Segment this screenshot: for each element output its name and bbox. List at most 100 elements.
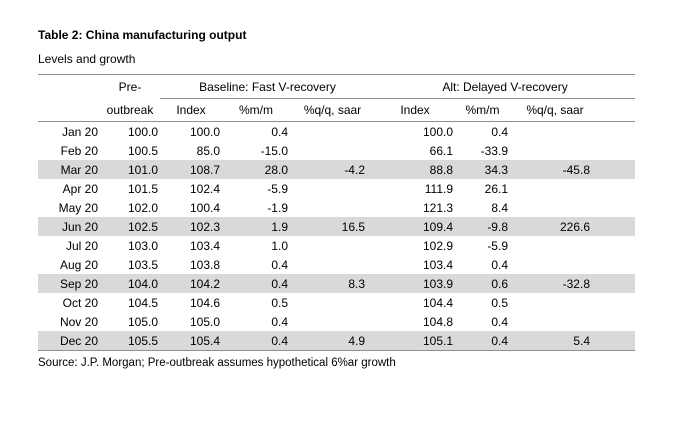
month-cell: Jan 20 <box>61 124 98 139</box>
alt-qq-saar-cell: 226.6 <box>559 219 590 234</box>
baseline-qq-saar-cell: 4.9 <box>348 333 365 348</box>
alt-mm-cell: 34.3 <box>484 162 508 177</box>
pre-outbreak-cell: 101.5 <box>127 181 158 196</box>
baseline-mm-cell: -5.9 <box>267 181 288 196</box>
table-row: May 20 102.0 100.4 -1.9 121.3 8.4 <box>38 198 635 217</box>
pre-outbreak-cell: 102.5 <box>127 219 158 234</box>
row-pad <box>600 274 635 293</box>
baseline-index-cell: 108.7 <box>189 162 220 177</box>
alt-index-cell: 104.4 <box>422 295 453 310</box>
baseline-index-cell: 103.4 <box>189 238 220 253</box>
month-header-blank <box>38 74 100 99</box>
baseline-index-cell: 104.6 <box>189 295 220 310</box>
row-pad <box>600 236 635 255</box>
alt-qq-saar-cell <box>510 179 600 198</box>
column-header-row: outbreak Index %m/m %q/q, saar Index %m/… <box>38 99 636 122</box>
baseline-mm-cell: 0.4 <box>271 257 288 272</box>
baseline-mm-cell: 0.5 <box>271 295 288 310</box>
alt-index-cell: 103.4 <box>422 257 453 272</box>
baseline-qq-saar-cell <box>290 293 375 312</box>
month-cell: Dec 20 <box>59 333 98 348</box>
alt-index-cell: 102.9 <box>422 238 453 253</box>
month-subheader-blank <box>38 99 100 122</box>
table-subtitle: Levels and growth <box>38 52 136 66</box>
row-pad <box>600 122 635 142</box>
table-row: Sep 20 104.0 104.2 0.4 8.3 103.9 0.6 -32.8 <box>38 274 636 293</box>
china-manufacturing-output-table: Pre- Baseline: Fast V-recovery Alt: Dela… <box>38 74 636 351</box>
month-cell: Feb 20 <box>60 143 98 158</box>
alt-qq-saar-cell <box>510 312 600 331</box>
alt-qq-saar-cell <box>510 198 600 217</box>
baseline-qq-saar-cell <box>290 236 375 255</box>
alt-index-cell: 109.4 <box>422 219 453 234</box>
table-body: Jan 20 100.0 100.0 0.4 100.0 0.4 Feb 20 100.5 85… <box>38 122 636 351</box>
baseline-qq-saar-cell <box>290 141 375 160</box>
alt-mm-cell: -5.9 <box>487 238 508 253</box>
alt-mm-cell: 0.5 <box>491 295 508 310</box>
month-cell: Nov 20 <box>59 314 98 329</box>
table-row: Oct 20 104.5 104.6 0.5 104.4 0.5 <box>38 293 635 312</box>
baseline-qq-saar-cell: 16.5 <box>341 219 365 234</box>
table-title: Table 2: China manufacturing output <box>38 28 247 42</box>
alt-index-cell: 121.3 <box>422 200 453 215</box>
alt-mm-cell: -33.9 <box>480 143 508 158</box>
pre-outbreak-cell: 104.5 <box>127 295 158 310</box>
alt-mm-cell: 0.4 <box>491 257 508 272</box>
alt-qq-saar-header: %q/q, saar <box>526 103 584 117</box>
baseline-index-cell: 105.0 <box>189 314 220 329</box>
alt-qq-saar-cell: -45.8 <box>562 162 590 177</box>
baseline-index-cell: 103.8 <box>189 257 220 272</box>
alt-qq-saar-cell <box>510 255 600 274</box>
table-row: Jun 20 102.5 102.3 1.9 16.5 109.4 -9.8 226.6 <box>38 217 636 236</box>
baseline-qq-saar-cell: -4.2 <box>344 162 365 177</box>
pre-outbreak-header-line1: Pre- <box>100 74 160 99</box>
baseline-mm-cell: 28.0 <box>264 162 288 177</box>
baseline-index-cell: 102.3 <box>189 219 220 234</box>
alt-index-cell: 66.1 <box>429 143 453 158</box>
baseline-index-cell: 102.4 <box>189 181 220 196</box>
alt-index-cell: 111.9 <box>424 181 453 196</box>
pre-outbreak-cell: 100.5 <box>127 143 158 158</box>
baseline-group-header: Baseline: Fast V-recovery <box>160 74 375 99</box>
month-cell: Sep 20 <box>59 276 98 291</box>
table-row: Mar 20 101.0 108.7 28.0 -4.2 88.8 34.3 -45.8 <box>38 160 636 179</box>
row-pad <box>600 217 635 236</box>
alt-mm-cell: 0.4 <box>491 314 508 329</box>
baseline-mm-cell: 0.4 <box>271 314 288 329</box>
group-header-row: Pre- Baseline: Fast V-recovery Alt: Dela… <box>38 74 636 99</box>
alt-qq-saar-cell: 5.4 <box>573 333 590 348</box>
alt-index-cell: 103.9 <box>422 276 453 291</box>
pre-outbreak-cell: 105.0 <box>127 314 158 329</box>
month-cell: Jun 20 <box>61 219 98 234</box>
row-pad <box>600 312 635 331</box>
table-row: Jan 20 100.0 100.0 0.4 100.0 0.4 <box>38 122 635 142</box>
table-row: Jul 20 103.0 103.4 1.0 102.9 -5.9 <box>38 236 635 255</box>
alt-mm-cell: 8.4 <box>491 200 508 215</box>
alt-mm-cell: 26.1 <box>484 181 508 196</box>
alt-index-cell: 104.8 <box>422 314 453 329</box>
alt-qq-saar-cell <box>510 122 600 142</box>
baseline-mm-cell: 0.4 <box>271 124 288 139</box>
alt-qq-saar-cell <box>510 141 600 160</box>
alt-index-cell: 100.0 <box>422 124 453 139</box>
baseline-mm-cell: 1.0 <box>271 238 288 253</box>
pre-outbreak-cell: 100.0 <box>127 124 158 139</box>
alt-mm-cell: 0.4 <box>491 124 508 139</box>
alt-mm-cell: 0.4 <box>491 333 508 348</box>
table-row: Apr 20 101.5 102.4 -5.9 111.9 26.1 <box>38 179 635 198</box>
baseline-qq-saar-cell <box>290 122 375 142</box>
row-pad <box>600 160 635 179</box>
pre-outbreak-cell: 105.5 <box>127 333 158 348</box>
baseline-qq-saar-cell <box>290 198 375 217</box>
alt-mm-cell: -9.8 <box>487 219 508 234</box>
alt-mm-cell: 0.6 <box>491 276 508 291</box>
row-pad <box>600 198 635 217</box>
month-cell: May 20 <box>58 200 98 215</box>
baseline-qq-saar-cell <box>290 255 375 274</box>
alt-index-cell: 105.1 <box>422 333 453 348</box>
report-figure: Table 2: China manufacturing output Leve… <box>38 28 636 369</box>
table-row: Aug 20 103.5 103.8 0.4 103.4 0.4 <box>38 255 635 274</box>
row-pad <box>600 255 635 274</box>
pre-outbreak-cell: 103.0 <box>127 238 158 253</box>
month-cell: Mar 20 <box>60 162 98 177</box>
